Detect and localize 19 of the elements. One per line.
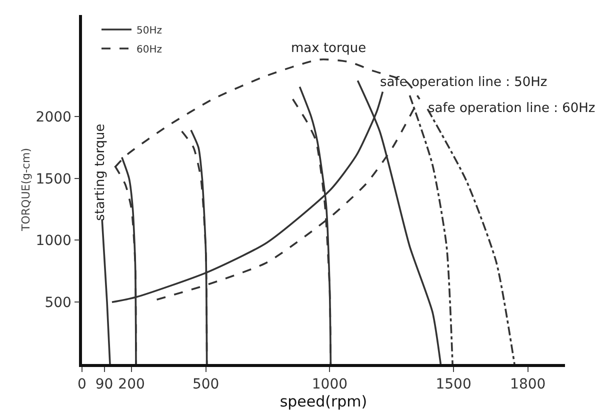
annotation: safe operation line : 50Hz (380, 75, 548, 90)
x-tick-label: 200 (118, 376, 145, 393)
x-tick-label: 0 (78, 376, 86, 393)
x-tick-label: 1500 (436, 376, 472, 393)
y-tick-label: 2000 (36, 109, 72, 126)
y-axis-title: TORQUE(g-cm) (19, 148, 32, 232)
legend-label: 60Hz (136, 44, 162, 56)
annotation: max torque (291, 41, 366, 56)
y-tick-label: 1000 (36, 233, 72, 250)
y-tick-label: 1500 (36, 171, 72, 188)
x-tick-label: 500 (192, 376, 220, 393)
annotation: starting torque (92, 124, 108, 221)
x-tick-label: 90 (95, 376, 114, 393)
annotation: safe operation line : 60Hz (428, 101, 596, 116)
x-axis-title: speed(rpm) (280, 392, 368, 411)
x-tick-label: 1800 (510, 376, 546, 393)
y-tick-label: 500 (44, 295, 72, 312)
legend-label: 50Hz (136, 25, 162, 36)
x-tick-label: 1000 (312, 376, 348, 393)
